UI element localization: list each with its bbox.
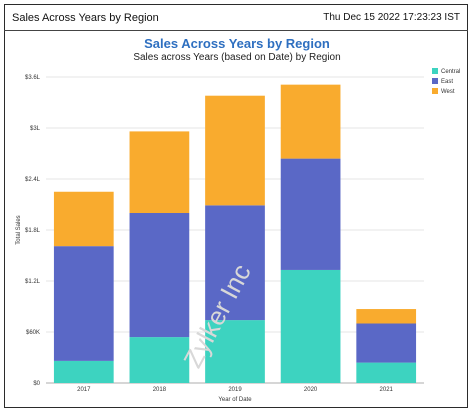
bar-west-2019 xyxy=(205,95,265,206)
report-timestamp: Thu Dec 15 2022 17:23:23 IST xyxy=(323,12,460,23)
report-frame xyxy=(4,4,468,408)
chart-subtitle: Sales across Years (based on Date) by Re… xyxy=(133,52,341,63)
x-axis-label: Year of Date xyxy=(218,397,252,403)
legend-swatch-east xyxy=(432,78,438,84)
report-title: Sales Across Years by Region xyxy=(12,12,159,24)
bar-west-2020 xyxy=(280,84,341,159)
bar-west-2018 xyxy=(129,131,190,213)
bar-central-2019 xyxy=(205,320,265,383)
bar-central-2018 xyxy=(129,337,190,383)
bar-east-2019 xyxy=(205,205,265,321)
x-tick-label: 2019 xyxy=(228,387,242,393)
bar-central-2020 xyxy=(280,269,341,383)
legend-label-east: East xyxy=(441,79,453,85)
x-tick-label: 2021 xyxy=(380,387,394,393)
legend-label-west: West xyxy=(441,89,455,95)
x-tick-label: 2017 xyxy=(77,387,91,393)
bar-east-2021 xyxy=(356,323,417,363)
y-tick-label: $1.2L xyxy=(25,279,41,285)
y-tick-label: $60K xyxy=(26,330,40,336)
legend-swatch-west xyxy=(432,88,438,94)
header-divider xyxy=(4,30,468,31)
y-tick-label: $3.6L xyxy=(25,75,41,81)
x-tick-label: 2018 xyxy=(153,387,167,393)
y-tick-label: $0 xyxy=(33,381,40,387)
legend-swatch-central xyxy=(432,68,438,74)
bar-east-2020 xyxy=(280,158,341,270)
bar-central-2017 xyxy=(53,360,114,383)
bar-west-2021 xyxy=(356,309,417,324)
legend-label-central: Central xyxy=(441,69,460,75)
y-tick-label: $3L xyxy=(30,126,41,132)
chart-title: Sales Across Years by Region xyxy=(144,36,330,51)
y-tick-label: $2.4L xyxy=(25,177,41,183)
y-axis-label: Total Sales xyxy=(16,215,22,244)
bar-east-2018 xyxy=(129,213,190,338)
bar-west-2017 xyxy=(53,191,114,247)
bar-east-2017 xyxy=(53,246,114,361)
y-tick-label: $1.8L xyxy=(25,228,41,234)
bar-central-2021 xyxy=(356,362,417,383)
x-tick-label: 2020 xyxy=(304,387,318,393)
